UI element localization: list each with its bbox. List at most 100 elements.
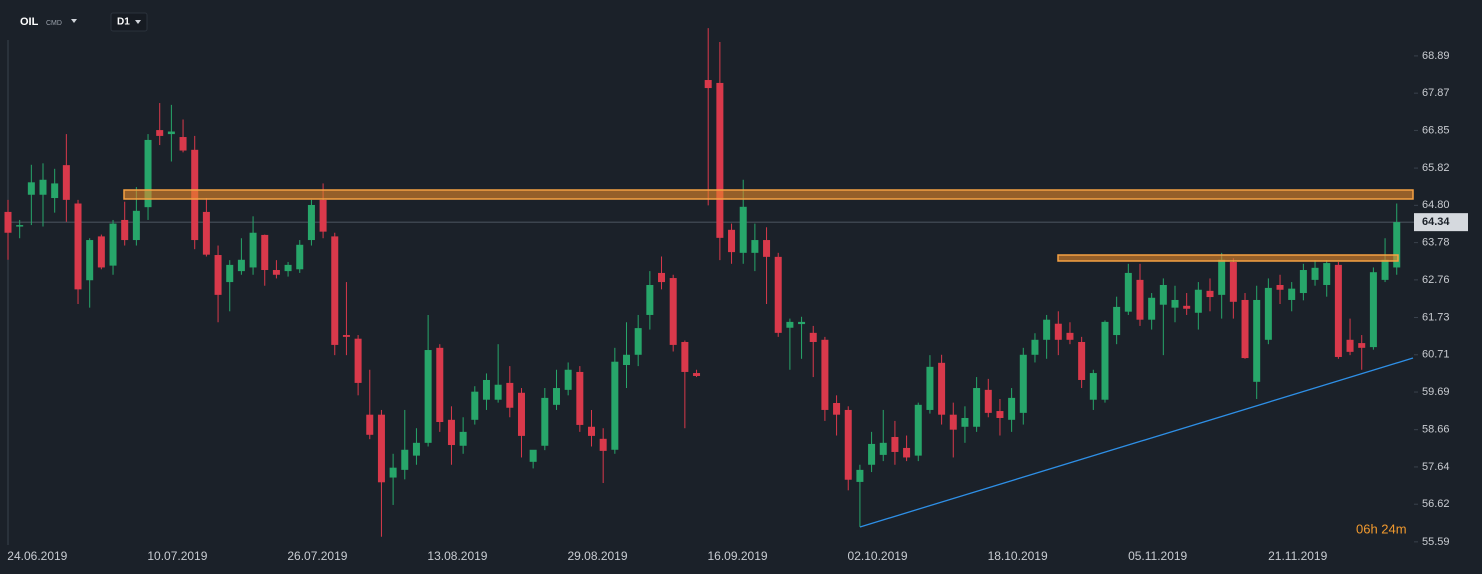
trend-line bbox=[859, 357, 1414, 528]
candle-body bbox=[1194, 289, 1202, 313]
candle-body bbox=[331, 236, 339, 345]
candle-body bbox=[949, 414, 957, 430]
countdown: 06h 24m bbox=[1356, 521, 1407, 536]
y-tick-label: 68.89 bbox=[1422, 50, 1450, 62]
resistance-zone bbox=[1057, 254, 1399, 262]
candle-body bbox=[1031, 339, 1039, 355]
candle-body bbox=[1264, 287, 1272, 340]
y-tick-label: 59.69 bbox=[1422, 386, 1450, 398]
candle-body bbox=[623, 354, 631, 366]
candle-body bbox=[436, 347, 444, 423]
candle-body bbox=[1229, 261, 1237, 302]
x-tick-label: 05.11.2019 bbox=[1128, 549, 1187, 563]
candle-body bbox=[984, 389, 992, 413]
candle-body bbox=[237, 259, 245, 272]
candle-body bbox=[693, 373, 701, 376]
candle-body bbox=[634, 328, 642, 355]
candle-body bbox=[1323, 263, 1331, 285]
candle-body bbox=[494, 384, 502, 400]
candle-body bbox=[377, 414, 385, 483]
candle-body bbox=[1124, 272, 1132, 312]
candle-body bbox=[961, 417, 969, 427]
y-tick-label: 55.59 bbox=[1422, 536, 1450, 548]
candle-body bbox=[342, 335, 350, 337]
candle-body bbox=[424, 350, 432, 443]
candle-body bbox=[1054, 323, 1062, 340]
candle-body bbox=[914, 404, 922, 456]
candle-body bbox=[214, 255, 222, 295]
dropdown-arrow[interactable] bbox=[71, 19, 77, 23]
candle-body bbox=[1241, 299, 1249, 359]
candle-body bbox=[51, 183, 59, 199]
candle-body bbox=[1008, 397, 1016, 420]
y-tick-label: 67.87 bbox=[1422, 87, 1450, 99]
y-tick-label: 60.71 bbox=[1422, 349, 1450, 361]
candle-body bbox=[517, 392, 525, 436]
candle-body bbox=[926, 366, 934, 410]
candle-body bbox=[938, 362, 946, 415]
candle-body bbox=[62, 165, 70, 200]
candle-body bbox=[798, 321, 806, 325]
current-price-box bbox=[1414, 213, 1468, 232]
candle-body bbox=[821, 339, 829, 410]
x-tick-label: 16.09.2019 bbox=[708, 549, 768, 563]
candle-body bbox=[844, 409, 852, 480]
candle-body bbox=[506, 382, 514, 408]
candle-body bbox=[763, 240, 771, 257]
x-tick-label: 02.10.2019 bbox=[848, 549, 908, 563]
candle-body bbox=[471, 391, 479, 420]
candle-body bbox=[319, 199, 327, 232]
y-tick-label: 66.85 bbox=[1422, 124, 1450, 136]
candle-body bbox=[296, 244, 304, 270]
candle-body bbox=[226, 264, 234, 283]
candle-body bbox=[4, 211, 12, 233]
candle-body bbox=[1171, 299, 1179, 308]
y-tick-label: 56.62 bbox=[1422, 498, 1450, 510]
candle-body bbox=[973, 388, 981, 427]
candle-body bbox=[588, 426, 595, 436]
current-price-label: 64.34 bbox=[1422, 216, 1450, 228]
timeframe[interactable]: D1 bbox=[117, 17, 130, 28]
candle-body bbox=[879, 442, 887, 455]
candle-body bbox=[144, 139, 152, 208]
candle-body bbox=[564, 369, 572, 390]
candle-body bbox=[202, 211, 210, 255]
candle-body bbox=[786, 321, 794, 328]
candle-body bbox=[412, 442, 420, 456]
candle-body bbox=[1183, 305, 1191, 309]
candle-body bbox=[669, 278, 677, 345]
candle-body bbox=[156, 130, 164, 136]
candle-body bbox=[1148, 297, 1156, 320]
candle-body bbox=[599, 438, 607, 451]
x-tick-label: 29.08.2019 bbox=[567, 549, 627, 563]
y-tick-label: 64.80 bbox=[1422, 199, 1450, 211]
candle-body bbox=[366, 414, 374, 435]
candle-body bbox=[272, 270, 280, 275]
x-tick-label: 26.07.2019 bbox=[287, 549, 347, 563]
candle-body bbox=[1288, 288, 1296, 300]
candle-body bbox=[529, 449, 537, 462]
candle-body bbox=[1043, 319, 1051, 340]
candle-body bbox=[1019, 354, 1027, 413]
candle-body bbox=[1276, 284, 1284, 290]
candle-body bbox=[576, 371, 584, 425]
candle-body bbox=[447, 419, 455, 446]
dropdown-arrow[interactable] bbox=[135, 20, 141, 24]
candle-body bbox=[1159, 284, 1167, 305]
candle-body bbox=[1393, 222, 1401, 268]
candle-body bbox=[716, 82, 724, 238]
y-tick-label: 62.76 bbox=[1422, 274, 1450, 286]
symbol[interactable]: OIL bbox=[20, 16, 39, 28]
candle-body bbox=[1253, 299, 1261, 382]
candle-body bbox=[74, 203, 82, 290]
candle-body bbox=[833, 403, 841, 415]
candle-body bbox=[389, 467, 397, 478]
candle-body bbox=[86, 240, 94, 281]
timeframe-box[interactable] bbox=[110, 12, 148, 32]
candle-body bbox=[1066, 332, 1074, 340]
candle-body bbox=[27, 182, 35, 195]
candle-body bbox=[1381, 259, 1389, 280]
